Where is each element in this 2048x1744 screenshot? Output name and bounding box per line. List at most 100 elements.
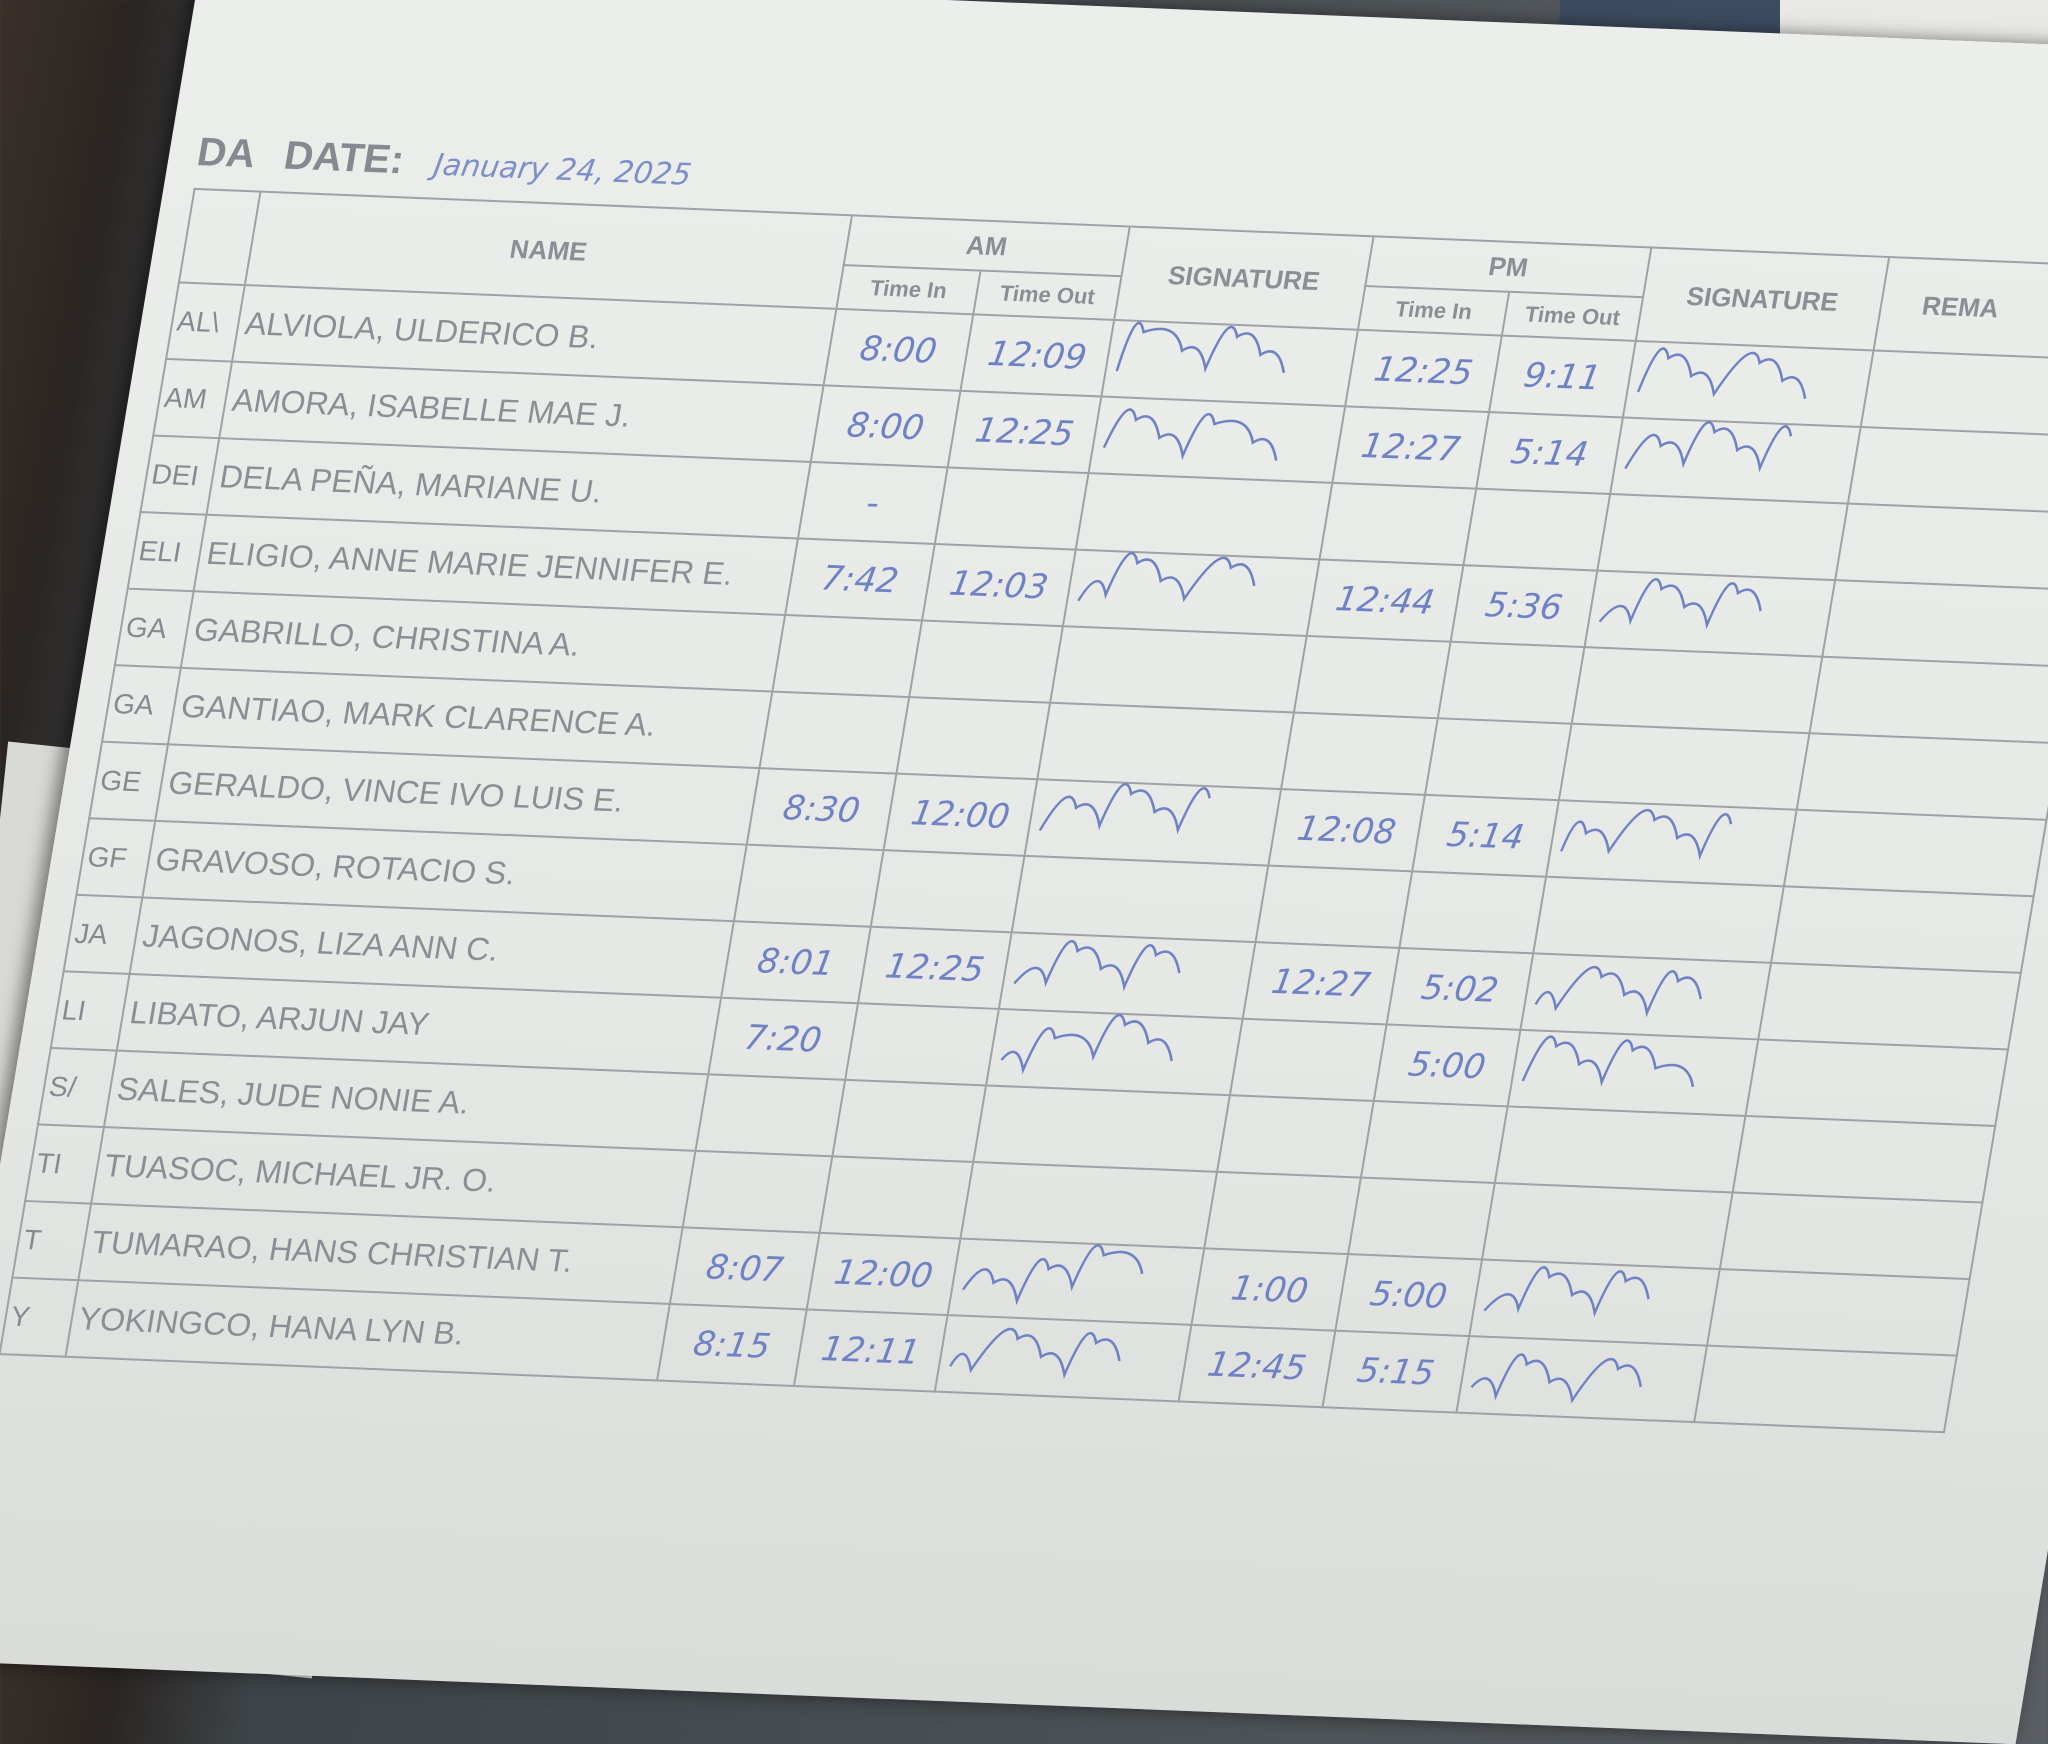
pm-time-out-header: Time Out — [1501, 291, 1644, 341]
pm-signature — [1546, 800, 1797, 887]
pm-signature — [1597, 494, 1848, 581]
pm-time-out: 5:00 — [1335, 1254, 1483, 1337]
am-time-out-header: Time Out — [973, 270, 1122, 320]
am-signature — [1101, 319, 1358, 407]
am-time-in-header: Time In — [836, 265, 981, 315]
date-value: January 24, 2025 — [431, 147, 694, 193]
pm-time-in-header: Time In — [1357, 286, 1510, 336]
date-line: DA DATE: January 24, 2025 — [194, 130, 695, 195]
date-tag-fragment: DA — [194, 130, 260, 177]
remarks-cell — [1694, 1345, 1957, 1433]
am-time-in — [772, 615, 923, 698]
am-time-out — [870, 850, 1025, 933]
pm-time-out — [1437, 641, 1585, 724]
remarks-cell — [1822, 580, 2048, 667]
am-signature — [1011, 855, 1269, 943]
pm-signature — [1520, 953, 1772, 1040]
remarks-cell — [1758, 962, 2021, 1050]
pm-time-out — [1399, 871, 1547, 954]
remarks-cell — [1847, 427, 2048, 514]
pm-signature — [1610, 417, 1861, 504]
pm-signature — [1571, 647, 1823, 734]
am-signature — [1037, 702, 1294, 790]
am-time-out: 12:00 — [883, 773, 1038, 856]
pm-signature — [1469, 1259, 1720, 1346]
pm-time-out — [1424, 718, 1572, 801]
pm-signature — [1494, 1106, 1746, 1193]
am-signature — [934, 1315, 1192, 1402]
am-time-out — [909, 620, 1063, 703]
pm-time-out: 5:14 — [1476, 412, 1623, 495]
am-time-out — [832, 1079, 987, 1162]
pm-time-in: 12:27 — [1332, 406, 1490, 489]
pm-time-in: 1:00 — [1191, 1248, 1349, 1331]
pm-time-in — [1204, 1171, 1361, 1255]
am-time-out — [845, 1003, 999, 1086]
am-signature — [960, 1161, 1218, 1249]
am-time-in: 8:15 — [657, 1303, 807, 1386]
am-time-in — [733, 844, 884, 927]
am-time-in: 7:20 — [708, 997, 858, 1080]
am-signature — [1075, 473, 1333, 560]
remarks-cell — [1835, 503, 2048, 591]
pm-time-out — [1360, 1101, 1508, 1183]
am-time-in: 7:42 — [785, 538, 935, 621]
remarks-cell — [1809, 656, 2048, 744]
am-time-out — [819, 1156, 974, 1239]
am-time-in — [695, 1074, 846, 1157]
pm-signature — [1507, 1029, 1759, 1116]
am-signature — [998, 932, 1256, 1019]
remarks-cell — [1732, 1115, 1996, 1203]
pm-signature — [1584, 570, 1836, 657]
pm-time-in — [1293, 635, 1451, 719]
attendance-rows: AL\ ALVIOLA, ULDERICO B. 8:00 12:09 12:25 9:1… — [0, 282, 2048, 1433]
pm-time-in: 12:08 — [1268, 789, 1425, 872]
pm-time-out: 5:14 — [1412, 794, 1559, 877]
am-time-in: 8:01 — [721, 921, 871, 1004]
am-signature — [973, 1085, 1230, 1172]
pm-signature — [1456, 1336, 1708, 1423]
am-time-in: 8:30 — [746, 768, 897, 851]
pm-time-out: 5:36 — [1450, 565, 1598, 648]
am-signature — [1050, 626, 1307, 713]
pm-time-in: 12:44 — [1306, 559, 1464, 642]
am-time-out — [896, 697, 1051, 780]
am-time-in — [759, 691, 910, 774]
am-signature — [1062, 549, 1320, 636]
date-label: DATE: — [280, 133, 408, 183]
am-signature — [986, 1008, 1243, 1096]
remarks-cell — [1783, 809, 2047, 897]
pm-time-out: 5:00 — [1373, 1024, 1521, 1107]
am-signature — [947, 1238, 1205, 1325]
am-time-out: 12:09 — [960, 314, 1115, 397]
remarks-header: REMA — [1873, 257, 2048, 361]
am-time-out: 12:25 — [947, 390, 1102, 474]
pm-time-in — [1319, 482, 1477, 566]
am-signature — [1088, 396, 1346, 483]
pm-time-out: 5:02 — [1386, 947, 1534, 1030]
attendance-table: NAME AM SIGNATURE PM SIGNATURE REMA Time… — [0, 188, 2048, 1433]
am-time-out: 12:03 — [922, 543, 1076, 627]
pm-time-in: 12:27 — [1242, 942, 1400, 1025]
am-signature — [1024, 779, 1282, 866]
am-time-in — [682, 1150, 833, 1233]
am-time-in: 8:00 — [823, 308, 974, 391]
remarks-cell — [1707, 1269, 1970, 1356]
remarks-cell — [1771, 886, 2034, 973]
pm-time-in: 12:25 — [1345, 329, 1502, 413]
remarks-cell — [1719, 1192, 1983, 1280]
pm-time-in — [1255, 865, 1413, 948]
pm-signature — [1558, 723, 1810, 810]
remarks-cell — [1860, 350, 2048, 438]
remarks-cell — [1796, 733, 2048, 820]
am-time-in: 8:00 — [810, 385, 961, 468]
pm-time-out — [1348, 1177, 1495, 1260]
pm-time-out: 5:15 — [1322, 1330, 1470, 1413]
remarks-cell — [1745, 1039, 2009, 1126]
pm-signature-header: SIGNATURE — [1635, 247, 1890, 351]
pm-time-in: 12:45 — [1178, 1324, 1336, 1408]
pm-time-in — [1281, 712, 1438, 795]
pm-time-out — [1463, 488, 1611, 571]
am-time-in: - — [797, 461, 948, 544]
